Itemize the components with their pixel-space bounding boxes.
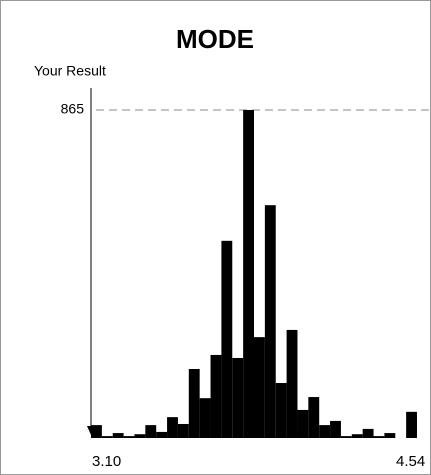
bar: [275, 383, 287, 438]
bar: [330, 420, 341, 438]
bar: [243, 110, 254, 438]
bar: [232, 357, 244, 438]
bar: [406, 411, 417, 438]
bar: [308, 397, 320, 438]
bar: [101, 436, 113, 438]
bar: [199, 398, 211, 438]
bar: [145, 425, 157, 438]
bar: [221, 240, 233, 438]
bar: [286, 329, 298, 438]
chart-title: MODE: [176, 24, 254, 54]
bar: [91, 425, 102, 438]
bar: [297, 409, 309, 438]
bar: [362, 428, 374, 438]
bar: [319, 425, 331, 438]
bar: [156, 431, 168, 438]
bar: [373, 436, 385, 438]
bar: [112, 433, 124, 438]
y-axis-label: Your Result: [34, 63, 106, 79]
bar: [177, 423, 189, 438]
bar: [264, 205, 276, 438]
bar: [351, 434, 363, 438]
x-tick-label: 4.54: [396, 453, 425, 470]
bar: [167, 417, 178, 438]
bar: [134, 434, 146, 438]
bar: [384, 433, 396, 438]
x-tick-label: 3.10: [92, 453, 121, 470]
bar: [123, 436, 135, 438]
bar: [188, 368, 200, 438]
bar: [254, 337, 265, 438]
y-tick-label: 865: [61, 101, 85, 117]
bar: [340, 436, 352, 438]
bar: [210, 354, 222, 438]
